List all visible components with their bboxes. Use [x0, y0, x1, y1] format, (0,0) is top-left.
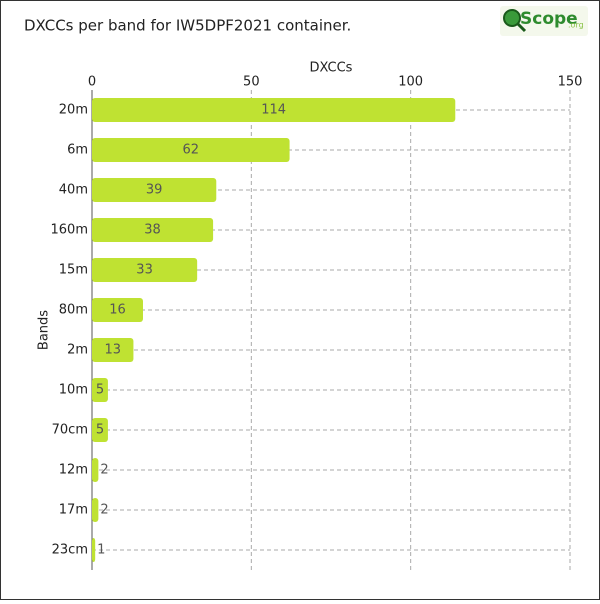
- logo: Scope .org: [500, 6, 588, 36]
- y-tick-label: 17m: [59, 503, 88, 518]
- y-tick-label: 20m: [59, 103, 88, 118]
- logo-text: Scope: [520, 9, 578, 29]
- data-label: 38: [144, 223, 161, 238]
- data-label: 33: [136, 263, 153, 278]
- y-tick-label: 15m: [59, 263, 88, 278]
- y-tick-label: 6m: [67, 143, 88, 158]
- bar: [92, 418, 108, 442]
- data-label: 62: [183, 143, 200, 158]
- y-tick-label: 23cm: [52, 543, 88, 558]
- y-tick-label: 10m: [59, 383, 88, 398]
- logo-icon: [503, 9, 521, 27]
- logo-suffix: .org: [568, 21, 584, 30]
- bar: [92, 98, 456, 122]
- y-tick-label: 70cm: [52, 423, 88, 438]
- chart-title: DXCCs per band for IW5DPF2021 container.: [24, 17, 351, 35]
- y-tick-label: 80m: [59, 303, 88, 318]
- bar: [92, 378, 108, 402]
- bar: [92, 138, 290, 162]
- data-label: 2: [100, 503, 108, 518]
- x-axis-label: DXCCs: [310, 61, 353, 76]
- bar: [92, 458, 99, 482]
- y-tick-label: 40m: [59, 183, 88, 198]
- x-tick-label: 0: [88, 75, 96, 90]
- data-label: 5: [96, 383, 104, 398]
- bar: [92, 178, 217, 202]
- bar: [92, 298, 143, 322]
- x-tick-label: 150: [558, 75, 583, 90]
- data-label: 16: [109, 303, 126, 318]
- data-label: 114: [261, 103, 286, 118]
- bar: [92, 498, 99, 522]
- data-label: 5: [96, 423, 104, 438]
- logo-icon-handle: [516, 22, 527, 33]
- y-tick-label: 160m: [51, 223, 88, 238]
- x-tick-label: 50: [243, 75, 260, 90]
- y-tick-label: 12m: [59, 463, 88, 478]
- bar: [92, 258, 198, 282]
- x-tick-label: 100: [398, 75, 423, 90]
- bar: [92, 338, 134, 362]
- y-axis-label: Bands: [37, 310, 52, 350]
- y-tick-label: 2m: [67, 343, 88, 358]
- data-label: 13: [104, 343, 121, 358]
- bar: [92, 218, 214, 242]
- data-label: 39: [146, 183, 163, 198]
- data-label: 1: [97, 543, 105, 558]
- data-label: 2: [100, 463, 108, 478]
- bar: [92, 538, 96, 562]
